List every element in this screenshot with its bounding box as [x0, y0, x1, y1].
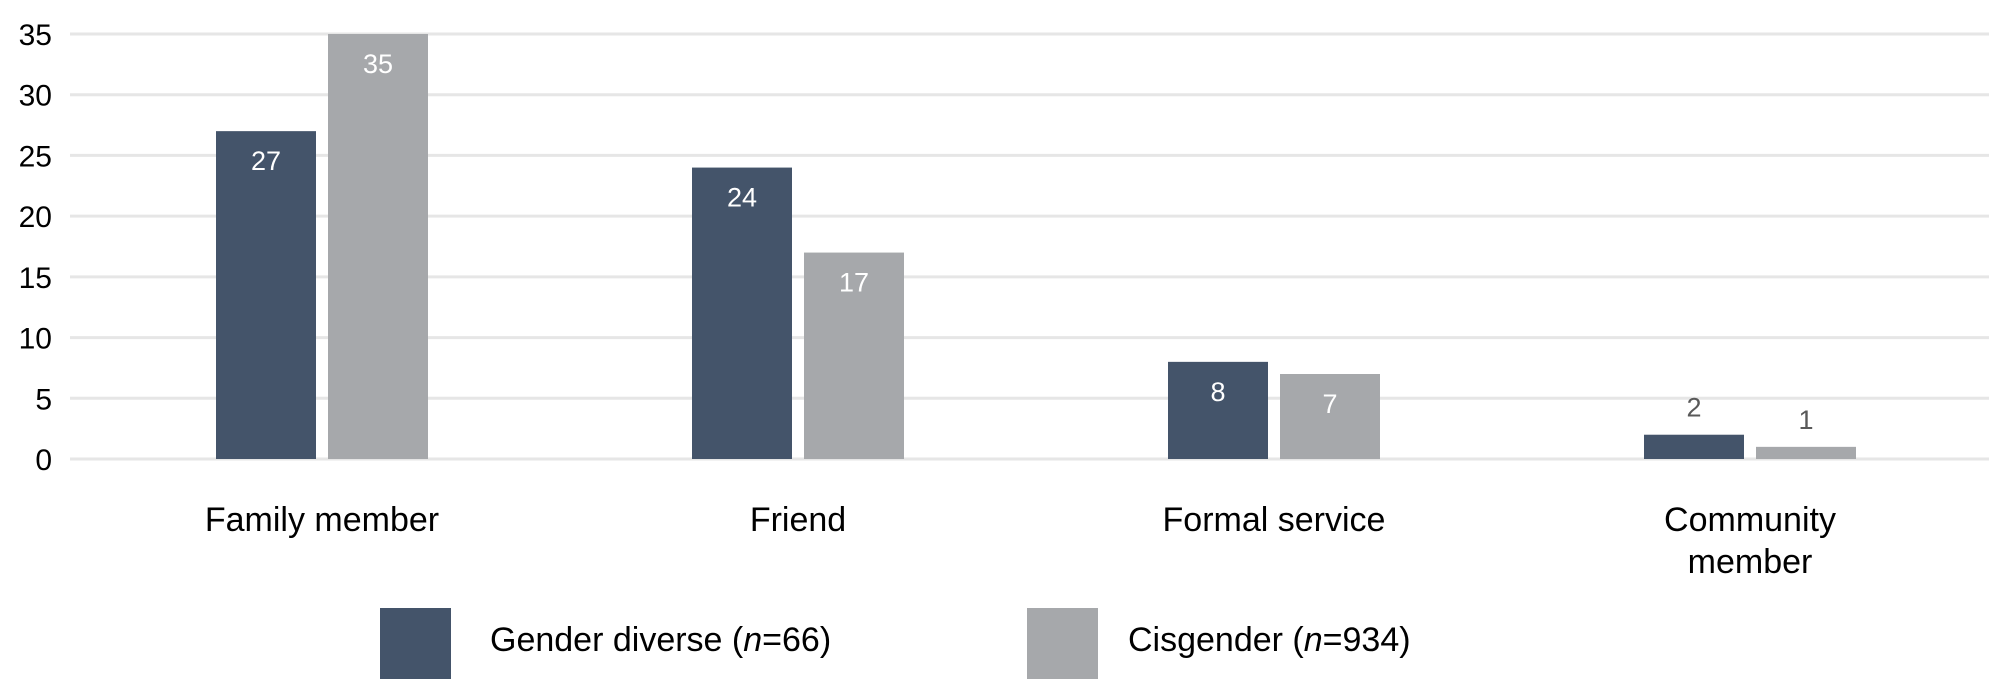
bar	[328, 34, 428, 459]
y-tick-label: 0	[35, 444, 52, 477]
y-tick-label: 35	[19, 19, 52, 52]
y-tick-label: 20	[19, 201, 52, 234]
x-category-label: Family member	[205, 501, 439, 539]
bar	[1280, 374, 1380, 459]
y-tick-label: 5	[35, 383, 52, 416]
data-label: 24	[727, 183, 757, 213]
y-axis: 0 5 10 15 20 25 30 35	[19, 19, 52, 477]
bar	[804, 252, 904, 459]
x-axis: Family member Friend Formal service Communi…	[205, 501, 1836, 581]
legend-label: Cisgender (n=934)	[1128, 621, 1411, 659]
bar	[1756, 446, 1856, 459]
data-label: 35	[363, 49, 393, 79]
y-tick-label: 10	[19, 323, 52, 356]
bar	[1644, 434, 1744, 459]
legend-label: Gender diverse (n=66)	[490, 621, 831, 659]
x-category-label: Friend	[750, 501, 846, 539]
y-tick-label: 30	[19, 80, 52, 113]
legend: Gender diverse (n=66) Cisgender (n=934)	[380, 608, 1411, 679]
data-label: 2	[1686, 393, 1701, 423]
bar	[1168, 361, 1268, 459]
y-tick-label: 15	[19, 262, 52, 295]
legend-swatch	[380, 608, 451, 679]
data-label: 17	[839, 268, 869, 298]
x-category-label: member	[1688, 543, 1813, 581]
data-label: 8	[1210, 377, 1225, 407]
data-labels: 27 35 24 17 8 7 2 1	[251, 49, 1814, 435]
data-label: 1	[1798, 405, 1813, 435]
bar	[216, 131, 316, 459]
bars	[216, 34, 1856, 460]
x-category-label: Community	[1664, 501, 1836, 539]
bar	[692, 167, 792, 460]
y-tick-label: 25	[19, 140, 52, 173]
legend-swatch	[1027, 608, 1098, 679]
data-label: 7	[1322, 389, 1337, 419]
x-category-label: Formal service	[1163, 501, 1386, 539]
data-label: 27	[251, 146, 281, 176]
